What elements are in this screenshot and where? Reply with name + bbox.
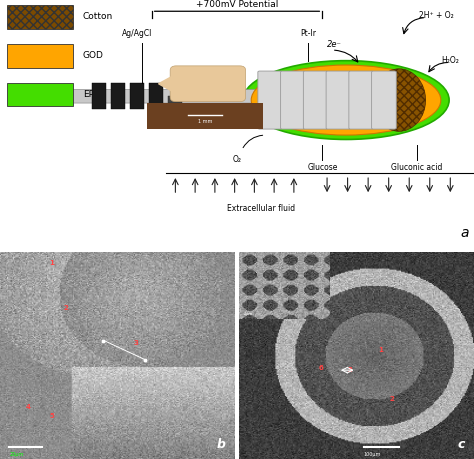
Text: Gluconic acid: Gluconic acid (392, 162, 443, 172)
Ellipse shape (373, 69, 426, 131)
Text: 2: 2 (390, 396, 394, 402)
Ellipse shape (243, 61, 449, 140)
Text: 2μm: 2μm (244, 312, 253, 316)
Bar (92, 83, 106, 109)
Bar (7, 5, 73, 29)
Text: 20μm: 20μm (9, 452, 24, 457)
Text: Pt-Ir: Pt-Ir (300, 28, 316, 38)
Polygon shape (14, 90, 47, 103)
Text: 2: 2 (64, 305, 68, 311)
Text: H₂O₂: H₂O₂ (441, 56, 459, 65)
Text: EPU: EPU (83, 90, 100, 99)
Bar (111, 83, 125, 109)
Text: Cotton: Cotton (83, 12, 113, 21)
Polygon shape (158, 73, 178, 95)
FancyBboxPatch shape (43, 90, 299, 103)
Text: 3: 3 (347, 367, 352, 373)
Bar (7, 44, 73, 67)
Text: +700mV Potential: +700mV Potential (196, 0, 278, 9)
Text: 100μm: 100μm (364, 452, 381, 457)
FancyBboxPatch shape (349, 71, 374, 129)
Ellipse shape (251, 65, 441, 135)
Text: 3: 3 (134, 341, 138, 347)
Bar (149, 83, 163, 109)
FancyBboxPatch shape (372, 71, 396, 129)
FancyBboxPatch shape (326, 71, 351, 129)
Text: a: a (461, 226, 469, 240)
Bar (147, 103, 263, 129)
Bar (168, 96, 182, 103)
Text: Extracellular fluid: Extracellular fluid (227, 204, 295, 213)
FancyBboxPatch shape (258, 71, 283, 129)
Text: 1: 1 (378, 347, 383, 353)
Text: 6: 6 (319, 365, 324, 371)
Text: b: b (216, 438, 225, 451)
Text: 2e⁻: 2e⁻ (327, 40, 342, 49)
Bar (7, 83, 73, 106)
Text: Ag/AgCl: Ag/AgCl (122, 28, 153, 38)
FancyBboxPatch shape (281, 71, 305, 129)
FancyBboxPatch shape (303, 71, 328, 129)
Text: 5: 5 (49, 413, 54, 419)
Text: 4: 4 (26, 404, 31, 410)
Bar (130, 83, 144, 109)
FancyBboxPatch shape (170, 66, 246, 101)
Text: c: c (457, 438, 465, 451)
Text: 2H⁺ + O₂: 2H⁺ + O₂ (419, 11, 454, 20)
Text: GOD: GOD (83, 51, 104, 60)
Text: 1: 1 (49, 260, 54, 266)
Text: Glucose: Glucose (307, 162, 337, 172)
Text: 1 mm: 1 mm (198, 119, 212, 124)
Text: O₂: O₂ (233, 155, 241, 164)
